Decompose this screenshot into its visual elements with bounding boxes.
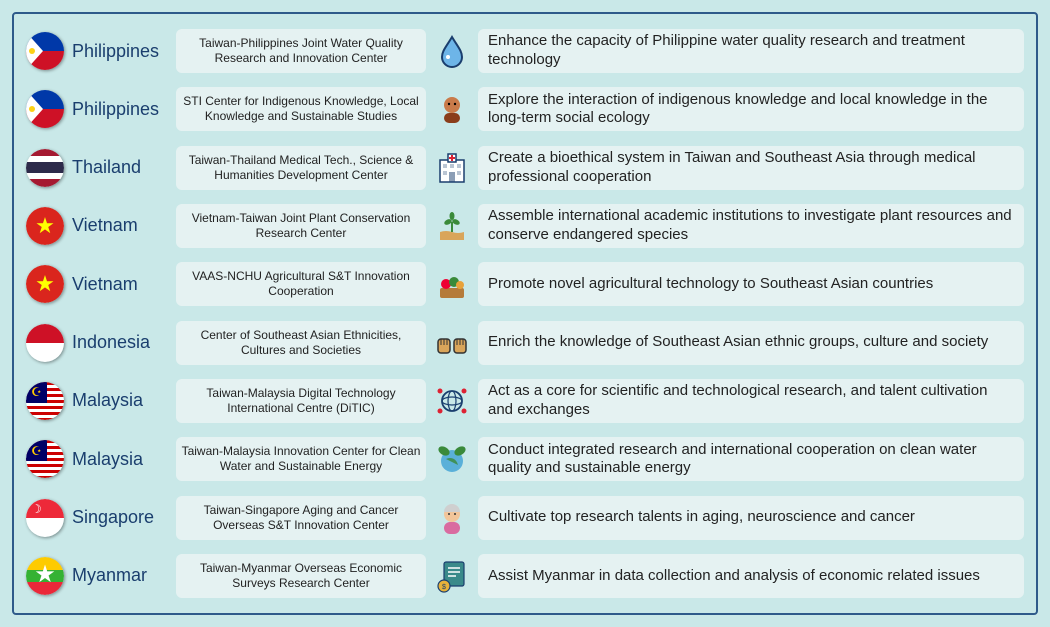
description-pill: Enrich the knowledge of Southeast Asian … [478, 321, 1024, 365]
center-name-pill: Taiwan-Malaysia Innovation Center for Cl… [176, 437, 426, 481]
globe-network-icon [432, 381, 472, 421]
description-pill: Create a bioethical system in Taiwan and… [478, 146, 1024, 190]
description-pill: Assist Myanmar in data collection and an… [478, 554, 1024, 598]
center-name-pill: Center of Southeast Asian Ethnicities, C… [176, 321, 426, 365]
center-name-pill: STI Center for Indigenous Knowledge, Loc… [176, 87, 426, 131]
center-row: ☽ Singapore Taiwan-Singapore Aging and Can… [26, 491, 1024, 545]
philippines-flag-icon [26, 32, 64, 70]
country-label: Vietnam [70, 215, 170, 236]
description-pill: Act as a core for scientific and technol… [478, 379, 1024, 423]
vegetables-icon [432, 264, 472, 304]
description-pill: Enhance the capacity of Philippine water… [478, 29, 1024, 73]
center-row: Philippines STI Center for Indigenous Kno… [26, 82, 1024, 136]
info-card: Philippines Taiwan-Philippines Joint Wate… [12, 12, 1038, 615]
description-pill: Cultivate top research talents in aging,… [478, 496, 1024, 540]
center-row: ★ Myanmar Taiwan-Myanmar Overseas Economic… [26, 549, 1024, 603]
center-name-pill: Taiwan-Myanmar Overseas Economic Surveys… [176, 554, 426, 598]
description-pill: Promote novel agricultural technology to… [478, 262, 1024, 306]
country-label: Thailand [70, 157, 170, 178]
fists-icon [432, 323, 472, 363]
center-row: ★ Vietnam Vietnam-Taiwan Joint Plant Conse… [26, 199, 1024, 253]
country-label: Singapore [70, 507, 170, 528]
country-label: Malaysia [70, 449, 170, 470]
center-name-pill: Taiwan-Singapore Aging and Cancer Overse… [176, 496, 426, 540]
svg-text:$: $ [442, 584, 446, 591]
myanmar-flag-icon: ★ [26, 557, 64, 595]
center-name-pill: VAAS-NCHU Agricultural S&T Innovation Co… [176, 262, 426, 306]
singapore-flag-icon: ☽ [26, 499, 64, 537]
center-name-pill: Taiwan-Malaysia Digital Technology Inter… [176, 379, 426, 423]
center-row: Indonesia Center of Southeast Asian Ethni… [26, 316, 1024, 370]
country-label: Philippines [70, 41, 170, 62]
elder-icon [432, 89, 472, 129]
economy-data-icon: $ [432, 556, 472, 596]
plant-hands-icon [432, 206, 472, 246]
description-pill: Conduct integrated research and internat… [478, 437, 1024, 481]
country-label: Malaysia [70, 390, 170, 411]
center-name-pill: Taiwan-Thailand Medical Tech., Science &… [176, 146, 426, 190]
center-name-pill: Taiwan-Philippines Joint Water Quality R… [176, 29, 426, 73]
grandma-icon [432, 498, 472, 538]
country-label: Indonesia [70, 332, 170, 353]
vietnam-flag-icon: ★ [26, 265, 64, 303]
vietnam-flag-icon: ★ [26, 207, 64, 245]
water-drop-icon [432, 31, 472, 71]
thailand-flag-icon [26, 149, 64, 187]
philippines-flag-icon [26, 90, 64, 128]
malaysia-flag-icon: ☪ [26, 440, 64, 478]
center-row: ☪ Malaysia Taiwan-Malaysia Innovation Cent… [26, 432, 1024, 486]
country-label: Vietnam [70, 274, 170, 295]
center-name-pill: Vietnam-Taiwan Joint Plant Conservation … [176, 204, 426, 248]
center-row: Thailand Taiwan-Thailand Medical Tech., S… [26, 141, 1024, 195]
country-label: Philippines [70, 99, 170, 120]
indonesia-flag-icon [26, 324, 64, 362]
description-pill: Explore the interaction of indigenous kn… [478, 87, 1024, 131]
center-row: ☪ Malaysia Taiwan-Malaysia Digital Technol… [26, 374, 1024, 428]
country-label: Myanmar [70, 565, 170, 586]
center-row: ★ Vietnam VAAS-NCHU Agricultural S&T Innov… [26, 257, 1024, 311]
hospital-icon [432, 148, 472, 188]
eco-globe-icon [432, 439, 472, 479]
center-row: Philippines Taiwan-Philippines Joint Wate… [26, 24, 1024, 78]
malaysia-flag-icon: ☪ [26, 382, 64, 420]
description-pill: Assemble international academic institut… [478, 204, 1024, 248]
